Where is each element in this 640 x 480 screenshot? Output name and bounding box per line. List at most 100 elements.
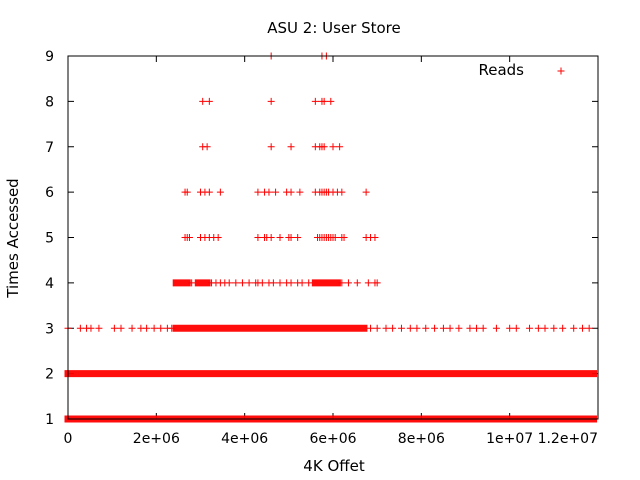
- data-point: [367, 324, 375, 332]
- data-point: [455, 324, 463, 332]
- data-point: [287, 188, 295, 196]
- data-point: [413, 324, 421, 332]
- data-point: [364, 279, 372, 287]
- data-point-band: [194, 279, 211, 287]
- x-tick-label: 1e+07: [486, 431, 533, 447]
- data-point: [238, 279, 246, 287]
- data-point: [265, 188, 273, 196]
- data-point: [534, 324, 542, 332]
- x-axis-label: 4K Offet: [303, 457, 365, 475]
- data-point: [157, 324, 165, 332]
- data-point: [550, 324, 558, 332]
- data-point: [382, 324, 390, 332]
- y-tick-label: 3: [45, 321, 54, 337]
- data-point: [431, 324, 439, 332]
- data-point: [245, 279, 253, 287]
- data-point: [446, 324, 454, 332]
- x-tick-label: 4e+06: [221, 431, 268, 447]
- data-point: [110, 324, 118, 332]
- data-point: [254, 234, 262, 241]
- data-point: [267, 143, 275, 151]
- y-axis-label: Times Accessed: [4, 178, 22, 298]
- data-point: [373, 324, 381, 332]
- data-point: [320, 97, 328, 105]
- data-point: [205, 188, 213, 196]
- x-tick-label: 0: [64, 431, 73, 447]
- data-point: [76, 324, 84, 332]
- y-tick-label: 5: [45, 231, 54, 247]
- data-point: [276, 234, 284, 241]
- data-point: [276, 279, 284, 287]
- data-point: [87, 324, 95, 332]
- data-point: [371, 234, 379, 241]
- tick-labels: 0 2e+06 4e+06 6e+06 8e+06 1e+07 1.2e+07 1 2 3 4 5 6 7…: [45, 49, 598, 447]
- data-point: [466, 324, 474, 332]
- data-point: [585, 324, 593, 332]
- data-point: [95, 324, 103, 332]
- y-tick-label: 7: [45, 140, 54, 156]
- data-point: [267, 97, 275, 105]
- data-point: [298, 279, 306, 287]
- data-point: [205, 97, 213, 105]
- data-point: [362, 188, 370, 196]
- data-point: [329, 143, 337, 151]
- data-point: [344, 279, 352, 287]
- data-point: [150, 324, 158, 332]
- data-point: [327, 97, 335, 105]
- data-point: [512, 324, 520, 332]
- y-tick-label: 6: [45, 185, 54, 201]
- data-point: [397, 324, 405, 332]
- data-point: [473, 324, 481, 332]
- data-point: [199, 97, 207, 105]
- data-point-band: [311, 279, 341, 287]
- x-tick-label: 8e+06: [398, 431, 445, 447]
- y-tick-label: 1: [45, 412, 54, 428]
- data-point: [183, 188, 191, 196]
- data-point: [225, 279, 233, 287]
- data-point: [389, 324, 397, 332]
- data-point: [338, 279, 346, 287]
- x-tick-label: 6e+06: [309, 431, 356, 447]
- data-point: [254, 188, 262, 196]
- data-point: [296, 188, 304, 196]
- data-point-band: [64, 370, 598, 378]
- data-point: [267, 234, 275, 241]
- data-point: [287, 143, 295, 151]
- legend-label: Reads: [478, 61, 524, 79]
- data-point: [203, 143, 211, 151]
- data-point: [258, 279, 266, 287]
- data-point-band: [172, 279, 191, 287]
- data-point: [579, 324, 587, 332]
- data-point: [353, 279, 361, 287]
- data-point: [439, 324, 447, 332]
- data-point: [269, 279, 277, 287]
- legend: Reads: [478, 61, 565, 79]
- plot-frame: [67, 55, 599, 420]
- data-point: [320, 143, 328, 151]
- data-point: [526, 324, 534, 332]
- data-point: [406, 324, 414, 332]
- data-point: [117, 324, 125, 332]
- data-point: [338, 188, 346, 196]
- y-tick-label: 4: [45, 276, 54, 292]
- data-point: [287, 279, 295, 287]
- data-point: [336, 143, 344, 151]
- x-tick-label: 2e+06: [133, 431, 180, 447]
- data-point: [331, 234, 339, 241]
- data-point: [340, 234, 348, 241]
- x-tick-label: 1.2e+07: [538, 431, 598, 447]
- data-point: [506, 324, 514, 332]
- data-point: [294, 234, 302, 241]
- data-point: [128, 324, 136, 332]
- data-point: [479, 324, 487, 332]
- y-tick-label: 2: [45, 367, 54, 383]
- data-point: [232, 279, 240, 287]
- y-tick-label: 9: [45, 49, 54, 65]
- data-point: [185, 234, 193, 241]
- chart-title: ASU 2: User Store: [267, 19, 401, 37]
- data-point: [559, 324, 567, 332]
- legend-marker: [557, 67, 565, 75]
- data-point-band: [172, 324, 368, 332]
- data-point: [143, 324, 151, 332]
